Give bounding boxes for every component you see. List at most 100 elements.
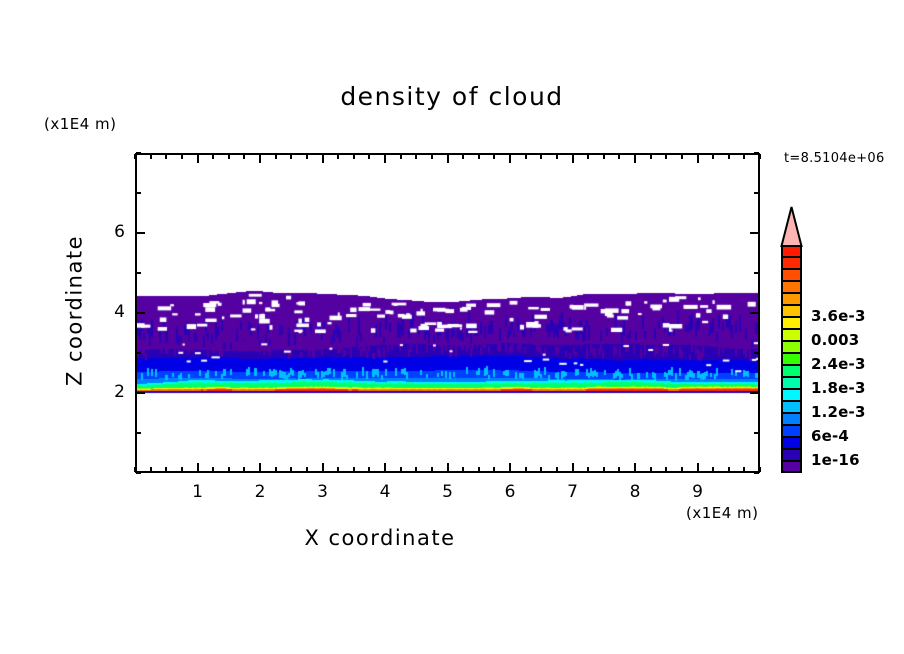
x-tick (180, 467, 183, 472)
x-tick (415, 154, 418, 159)
y-tick (754, 432, 759, 434)
colorbar-band (781, 341, 802, 353)
colorbar-extend-arrow (780, 206, 803, 247)
x-tick (305, 154, 308, 159)
x-tick (274, 467, 277, 472)
x-tick (665, 154, 668, 159)
x-tick-label: 1 (192, 482, 203, 502)
y-tick (136, 192, 141, 194)
colorbar-band (781, 281, 802, 293)
colorbar-band (781, 437, 802, 449)
x-tick (337, 154, 340, 159)
x-tick (493, 467, 496, 472)
x-tick (571, 463, 574, 472)
x-tick (618, 154, 621, 159)
x-tick (305, 467, 308, 472)
colorbar-band (781, 425, 802, 437)
x-tick (243, 154, 246, 159)
x-tick (368, 154, 371, 159)
x-axis-title: X coordinate (304, 526, 456, 550)
y-tick-label: 2 (114, 382, 125, 402)
colorbar (781, 245, 802, 473)
x-tick (165, 154, 168, 159)
x-tick (727, 467, 730, 472)
colorbar-band (781, 401, 802, 413)
x-tick (134, 154, 136, 159)
x-tick-label: 2 (254, 482, 266, 502)
x-tick-label: 3 (317, 482, 328, 502)
colorbar-tick-label: 1.8e-3 (811, 379, 866, 397)
x-tick (290, 467, 293, 472)
x-tick (712, 154, 715, 159)
x-tick (462, 154, 465, 159)
x-tick (634, 154, 636, 163)
x-tick (321, 154, 324, 163)
x-tick (509, 154, 511, 163)
x-tick (696, 154, 699, 163)
x-tick (649, 467, 652, 472)
x-tick (649, 154, 652, 159)
x-tick (446, 154, 449, 163)
x-tick-label: 5 (442, 482, 453, 502)
y-tick (136, 392, 145, 394)
x-tick (665, 467, 668, 472)
x-tick (446, 463, 449, 472)
x-tick (430, 467, 433, 472)
x-tick (524, 154, 527, 159)
x-tick (243, 467, 246, 472)
x-tick (368, 467, 371, 472)
colorbar-tick-label: 6e-4 (811, 427, 850, 445)
x-tick (618, 467, 621, 472)
x-tick (415, 467, 418, 472)
y-axis-title: Z coordinate (62, 234, 87, 387)
colorbar-band (781, 305, 802, 317)
x-tick (180, 154, 183, 159)
x-tick (477, 154, 480, 159)
x-tick (680, 467, 683, 472)
x-tick (227, 154, 230, 159)
x-tick (696, 463, 699, 472)
x-tick (134, 467, 136, 472)
x-tick-label: 9 (692, 482, 703, 502)
colorbar-band (781, 257, 802, 269)
y-tick-label: 4 (114, 302, 125, 322)
x-tick (759, 154, 761, 159)
x-tick (212, 467, 215, 472)
x-tick-label: 4 (379, 482, 391, 502)
y-tick (750, 392, 759, 394)
colorbar-band (781, 449, 802, 461)
colorbar-band (781, 293, 802, 305)
x-tick (602, 154, 605, 159)
colorbar-tick-label: 0.003 (811, 331, 860, 349)
colorbar-band (781, 413, 802, 425)
colorbar-band (781, 317, 802, 329)
x-tick (680, 154, 683, 159)
colorbar-band (781, 389, 802, 401)
x-tick (587, 154, 590, 159)
x-tick (227, 467, 230, 472)
y-tick (750, 232, 759, 234)
x-tick (352, 467, 355, 472)
x-tick (196, 463, 199, 472)
y-tick (136, 432, 141, 434)
y-tick (136, 352, 141, 354)
y-tick (750, 312, 759, 314)
x-tick (493, 154, 496, 159)
x-tick (462, 467, 465, 472)
x-tick (352, 154, 355, 159)
colorbar-tick-label: 1.2e-3 (811, 403, 866, 421)
x-tick (555, 154, 558, 159)
y-tick-label: 6 (114, 222, 125, 242)
y-tick (136, 312, 145, 314)
x-tick (430, 154, 433, 159)
colorbar-band (781, 353, 802, 365)
colorbar-band (781, 365, 802, 377)
x-tick (509, 463, 511, 472)
x-tick (196, 154, 199, 163)
x-tick (743, 467, 746, 472)
x-tick (587, 467, 590, 472)
x-tick (540, 154, 543, 159)
x-tick (337, 467, 340, 472)
colorbar-band (781, 269, 802, 281)
